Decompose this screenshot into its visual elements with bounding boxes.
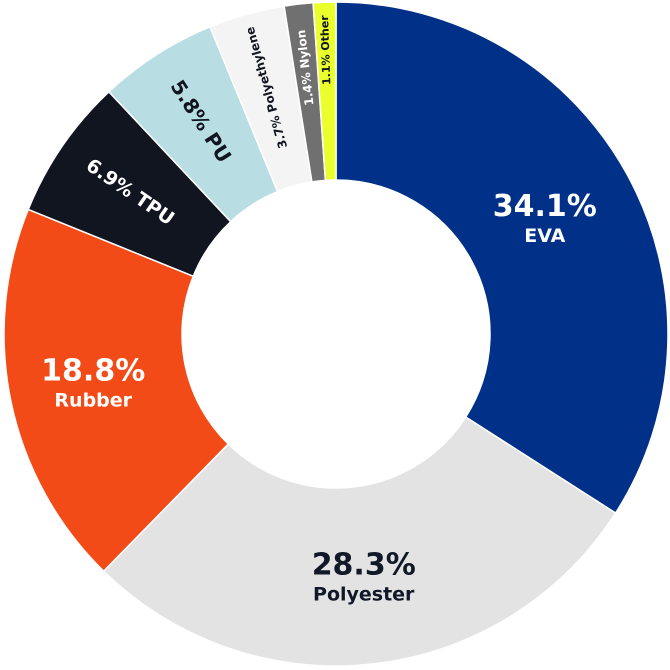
label-pct-eva: 34.1% — [493, 189, 597, 224]
slice-rubber — [3, 208, 230, 573]
label-pct-rubber: 18.8% — [41, 354, 145, 389]
label-name-polyester: Polyester — [313, 583, 415, 605]
slice-other — [312, 1, 337, 182]
label-pct-polyester: 28.3% — [312, 547, 416, 582]
slice-polyester — [102, 416, 617, 667]
label-name-rubber: Rubber — [54, 390, 132, 412]
label-name-eva: EVA — [524, 225, 565, 247]
slice-eva — [335, 1, 669, 515]
slice-group — [3, 1, 669, 667]
label-other: 1.1% Other — [318, 15, 333, 86]
